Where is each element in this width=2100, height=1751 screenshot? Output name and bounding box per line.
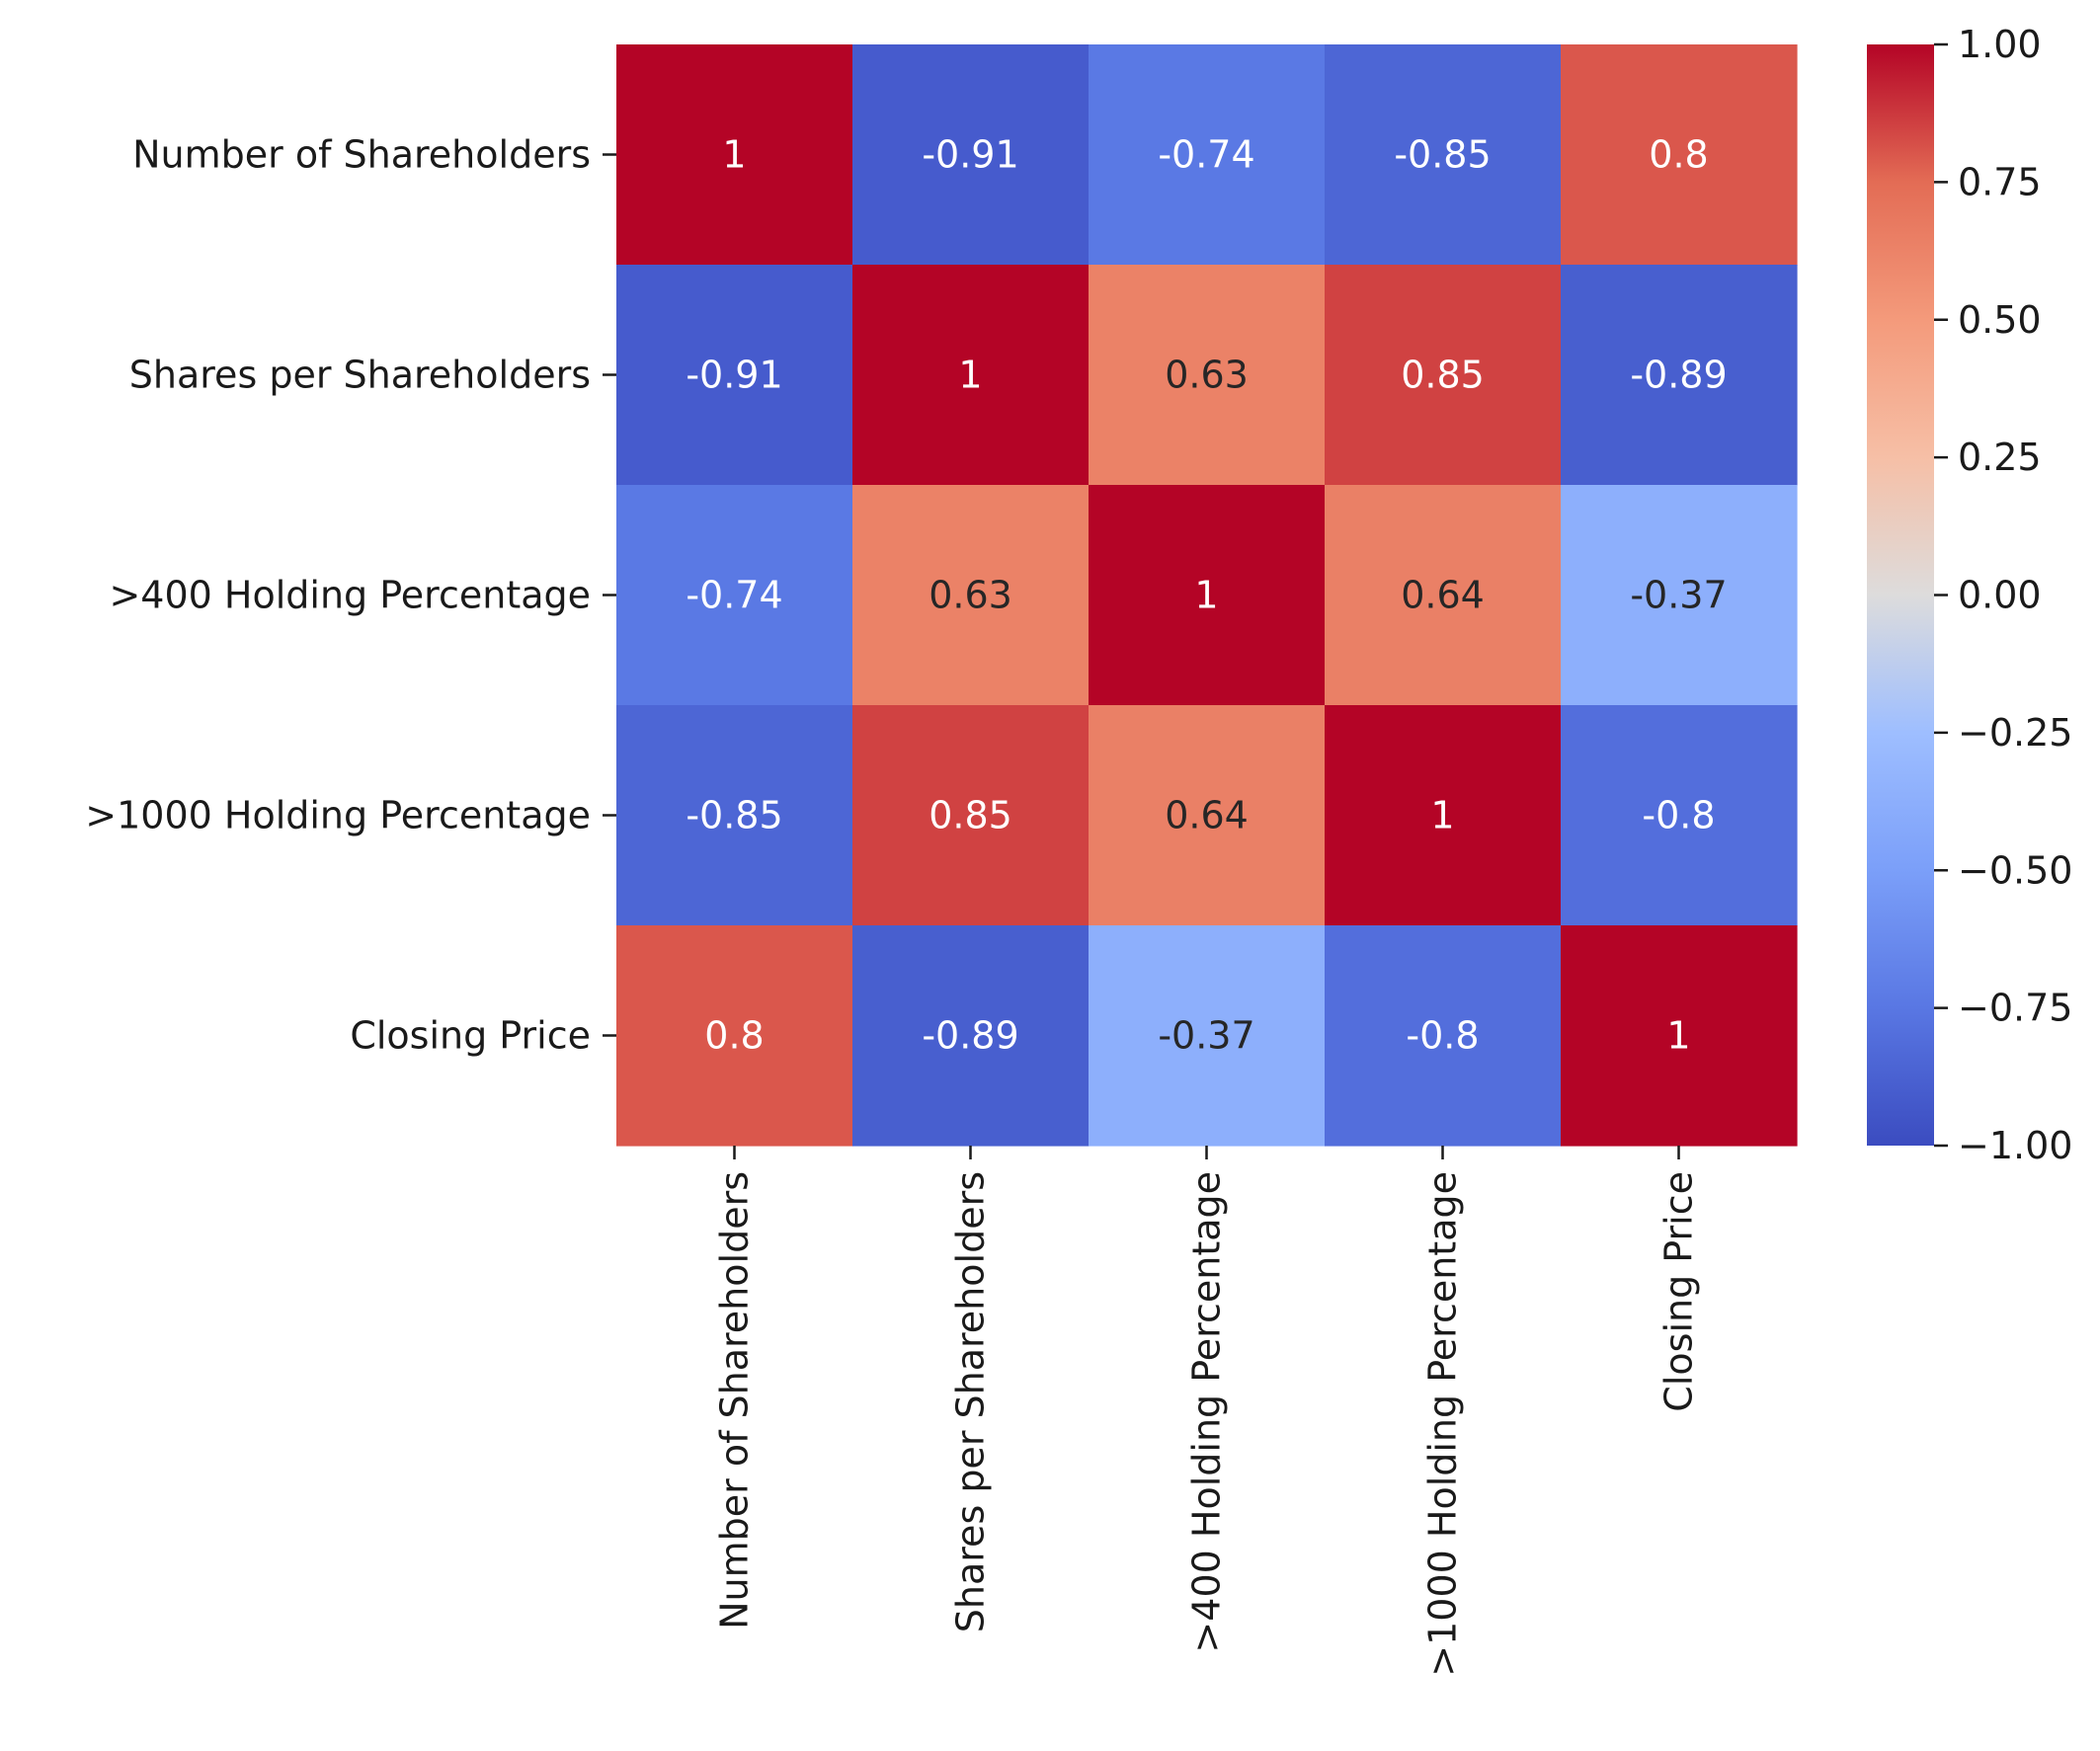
- cell-value-label-r1-c3: 0.85: [1401, 354, 1485, 397]
- cell-value-label-r3-c2: 0.64: [1165, 794, 1249, 837]
- y-tick-label-1000-holding-percentage: >1000 Holding Percentage: [85, 794, 591, 837]
- heatmap-cell-r1-c4: [1561, 265, 1798, 486]
- heatmap-cell-r0-c3: [1325, 44, 1562, 266]
- heatmap-cell-r2-c4: [1561, 485, 1798, 706]
- cell-value-label-r2-c0: -0.74: [686, 574, 782, 617]
- colorbar-tick-label-2: 0.50: [1958, 298, 2042, 342]
- heatmap-cell-r0-c2: [1089, 44, 1326, 266]
- cell-value-label-r2-c2: 1: [1194, 574, 1218, 617]
- x-axis: Number of Shareholders Shares per Shareho…: [713, 1146, 1701, 1677]
- cell-value-label-r0-c0: 1: [722, 133, 746, 177]
- heatmap-cell-r1-c2: [1089, 265, 1326, 486]
- x-tick-label-shares-per-shareholders: Shares per Shareholders: [949, 1171, 993, 1632]
- heatmap-cell-r4-c2: [1089, 925, 1326, 1147]
- y-tick-label-closing-price: Closing Price: [350, 1014, 591, 1058]
- cell-value-label-r3-c1: 0.85: [929, 794, 1012, 837]
- cell-value-label-r1-c0: -0.91: [686, 354, 782, 397]
- y-tick-label-400-holding-percentage: >400 Holding Percentage: [109, 574, 591, 617]
- cell-value-label-r1-c4: -0.89: [1630, 354, 1727, 397]
- colorbar-tick-label-0: 1.00: [1958, 23, 2042, 66]
- cell-value-label-r1-c1: 1: [958, 354, 982, 397]
- y-tick-label-shares-per-shareholders: Shares per Shareholders: [129, 354, 591, 397]
- cell-value-label-r1-c2: 0.63: [1165, 354, 1249, 397]
- heatmap-cells: [616, 44, 1798, 1147]
- heatmap-cell-r3-c2: [1089, 705, 1326, 926]
- heatmap-cell-r4-c0: [616, 925, 853, 1147]
- cell-value-label-r4-c3: -0.8: [1406, 1014, 1479, 1058]
- heatmap-cell-r1-c1: [852, 265, 1090, 486]
- x-tick-label-400-holding-percentage: >400 Holding Percentage: [1185, 1171, 1229, 1653]
- colorbar-tick-label-6: −0.50: [1958, 848, 2072, 892]
- heatmap-cell-labels: 1 -0.91 -0.74 -0.85 0.8 -0.91 1 0.63 0.85 -0.89 -0…: [686, 133, 1727, 1058]
- cell-value-label-r4-c4: 1: [1666, 1014, 1690, 1058]
- heatmap-cell-r2-c2: [1089, 485, 1326, 706]
- colorbar: 1.00 0.75 0.50 0.25 0.00 −0.25 −0.50 −0.75 −1.00: [1867, 23, 2072, 1167]
- heatmap-cell-r3-c0: [616, 705, 853, 926]
- cell-value-label-r4-c1: -0.89: [922, 1014, 1018, 1058]
- cell-value-label-r3-c4: -0.8: [1642, 794, 1715, 837]
- x-tick-label-1000-holding-percentage: >1000 Holding Percentage: [1421, 1171, 1465, 1677]
- heatmap-cell-r4-c3: [1325, 925, 1562, 1147]
- colorbar-tick-label-8: −1.00: [1958, 1124, 2072, 1167]
- heatmap-cell-r1-c3: [1325, 265, 1562, 486]
- heatmap-cell-r3-c3: [1325, 705, 1562, 926]
- cell-value-label-r3-c0: -0.85: [686, 794, 782, 837]
- x-tick-label-closing-price: Closing Price: [1657, 1171, 1701, 1412]
- heatmap-cell-r2-c1: [852, 485, 1090, 706]
- y-axis: Number of Shareholders Shares per Shareho…: [85, 133, 616, 1058]
- heatmap-cell-r3-c4: [1561, 705, 1798, 926]
- cell-value-label-r0-c3: -0.85: [1394, 133, 1491, 177]
- heatmap-cell-r3-c1: [852, 705, 1090, 926]
- heatmap-cell-r1-c0: [616, 265, 853, 486]
- cell-value-label-r2-c4: -0.37: [1630, 574, 1727, 617]
- colorbar-tick-label-3: 0.25: [1958, 436, 2042, 479]
- cell-value-label-r4-c0: 0.8: [704, 1014, 764, 1058]
- cell-value-label-r2-c3: 0.64: [1401, 574, 1485, 617]
- x-tick-label-number-of-shareholders: Number of Shareholders: [713, 1171, 757, 1630]
- colorbar-tick-label-1: 0.75: [1958, 160, 2042, 203]
- colorbar-tick-label-4: 0.00: [1958, 574, 2042, 617]
- heatmap-cell-r2-c0: [616, 485, 853, 706]
- heatmap-cell-r4-c1: [852, 925, 1090, 1147]
- heatmap-cell-r2-c3: [1325, 485, 1562, 706]
- colorbar-gradient: [1867, 44, 1934, 1146]
- cell-value-label-r3-c3: 1: [1430, 794, 1454, 837]
- cell-value-label-r0-c1: -0.91: [922, 133, 1018, 177]
- heatmap-cell-r0-c1: [852, 44, 1090, 266]
- cell-value-label-r0-c4: 0.8: [1649, 133, 1708, 177]
- colorbar-tick-label-7: −0.75: [1958, 987, 2072, 1030]
- cell-value-label-r0-c2: -0.74: [1158, 133, 1254, 177]
- heatmap-cell-r4-c4: [1561, 925, 1798, 1147]
- colorbar-tick-label-5: −0.25: [1958, 711, 2072, 755]
- cell-value-label-r2-c1: 0.63: [929, 574, 1012, 617]
- heatmap-cell-r0-c0: [616, 44, 853, 266]
- y-tick-label-number-of-shareholders: Number of Shareholders: [132, 133, 591, 177]
- cell-value-label-r4-c2: -0.37: [1158, 1014, 1254, 1058]
- heatmap-cell-r0-c4: [1561, 44, 1798, 266]
